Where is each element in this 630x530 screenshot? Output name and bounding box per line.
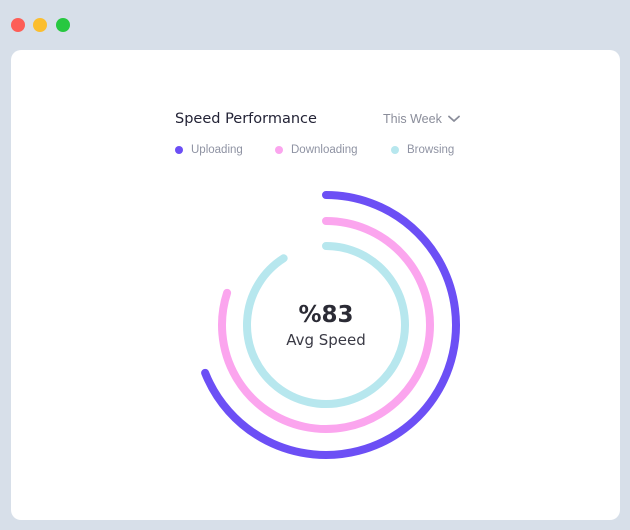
ring-browsing <box>243 242 409 408</box>
period-selected-label: This Week <box>383 112 442 126</box>
legend-item-uploading: Uploading <box>175 144 243 156</box>
legend-label-uploading: Uploading <box>191 144 243 156</box>
widget-title: Speed Performance <box>175 111 317 127</box>
radial-speed-chart <box>201 191 460 459</box>
legend-dot-uploading <box>175 146 183 154</box>
legend-label-downloading: Downloading <box>291 144 358 156</box>
ring-uploading <box>201 191 460 459</box>
legend-dot-browsing <box>391 146 399 154</box>
legend-dot-downloading <box>275 146 283 154</box>
avg-speed-label: Avg Speed <box>286 331 366 349</box>
avg-speed-value: %83 <box>298 302 354 328</box>
ring-downloading <box>218 217 434 433</box>
legend-label-browsing: Browsing <box>407 144 455 156</box>
legend-item-downloading: Downloading <box>275 144 358 156</box>
period-dropdown[interactable]: This Week <box>383 112 460 126</box>
window-maximize-button[interactable] <box>56 18 70 32</box>
legend-item-browsing: Browsing <box>391 144 454 156</box>
chevron-down-icon <box>447 115 460 122</box>
window-close-button[interactable] <box>11 18 25 32</box>
speed-performance-card: Speed Performance This Week Uploading Do… <box>11 50 620 520</box>
window-minimize-button[interactable] <box>33 18 47 32</box>
